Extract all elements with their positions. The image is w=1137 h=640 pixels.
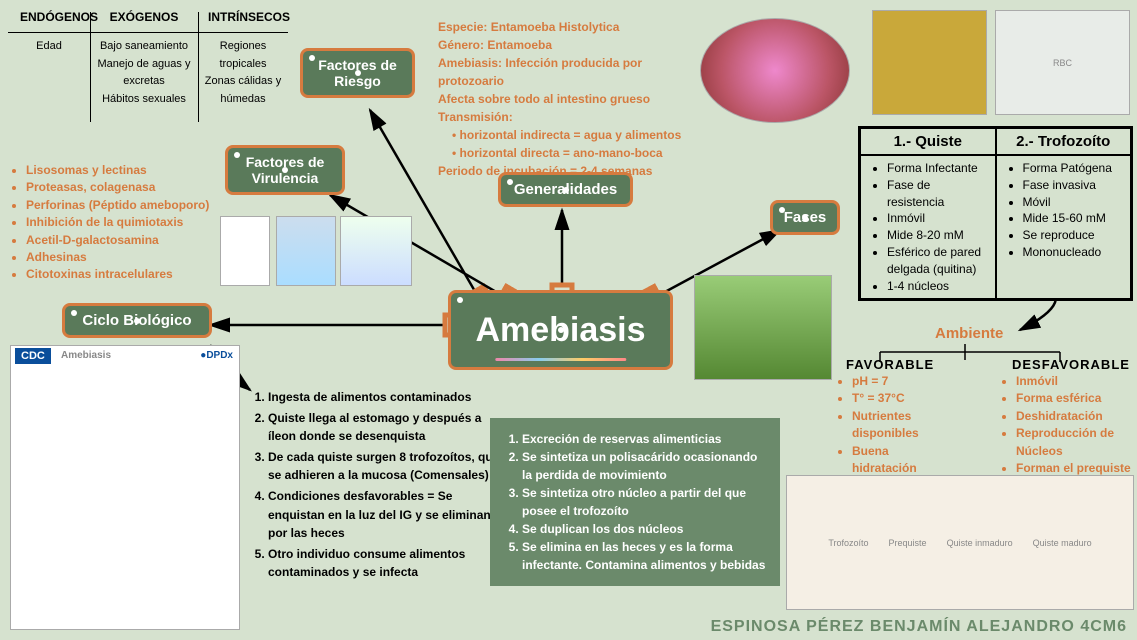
table-vline-1 (90, 12, 91, 122)
quiste-micro-image (872, 10, 987, 115)
node-riesgo: Factores de Riesgo (300, 48, 415, 98)
favorable-hdr: FAVORABLE (846, 357, 934, 372)
risk-col-2: Bajo saneamiento Manejo de aguas y excre… (92, 38, 196, 108)
trofozoito-list: Forma Patógena Fase invasiva Móvil Mide … (1005, 160, 1123, 261)
risk-col-3: Regiones tropicales Zonas cálidas y húme… (200, 38, 286, 108)
ciclo-steps: Ingesta de alimentos contaminados Quiste… (250, 388, 500, 584)
table-hline (8, 32, 288, 33)
child-water-image (694, 275, 832, 380)
quiste-list: Forma Infectante Fase de resistencia Inm… (869, 160, 987, 294)
footer-credit: ESPINOSA PÉREZ BENJAMÍN ALEJANDRO 4CM6 (711, 618, 1127, 636)
desfavorable-hdr: DESFAVORABLE (1012, 357, 1130, 372)
cell-image-2 (340, 216, 412, 286)
favorable-list: pH = 7 T° = 37°C Nutrientes disponibles … (836, 373, 946, 477)
risk-table-headers: ENDÓGENOS EXÓGENOS INTRÍNSECOS (10, 8, 288, 26)
table-vline-2 (198, 12, 199, 122)
cycle-stages-image: TrofozoítoPrequisteQuiste inmaduroQuiste… (786, 475, 1134, 610)
desfavorable-list: Inmóvil Forma esférica Deshidratación Re… (1000, 373, 1135, 477)
central-title: Amebiasis (475, 311, 645, 350)
amoeba-image (700, 18, 850, 123)
green-steps-box: Excreción de reservas alimenticias Se si… (490, 418, 780, 586)
node-virulencia: Factores de Virulencia (225, 145, 345, 195)
fases-table: 1.- Quiste 2.- Trofozoíto Forma Infectan… (858, 126, 1133, 301)
trofozoito-micro-image: RBC (995, 10, 1130, 115)
cell-image-1 (276, 216, 336, 286)
central-node: Amebiasis (448, 290, 673, 370)
node-ciclo: Ciclo Biológico (62, 303, 212, 338)
generalidades-text: Especie: Entamoeba Histolytica Género: E… (438, 18, 688, 180)
risk-col-1: Edad (10, 38, 88, 56)
molecule-image (220, 216, 270, 286)
ambiente-title: Ambiente (935, 325, 1003, 342)
node-fases: Fases (770, 200, 840, 235)
virulencia-list: Lisosomas y lectinas Proteasas, colagena… (10, 162, 209, 284)
cdc-lifecycle-image: CDC Amebiasis ●DPDx (10, 345, 240, 630)
